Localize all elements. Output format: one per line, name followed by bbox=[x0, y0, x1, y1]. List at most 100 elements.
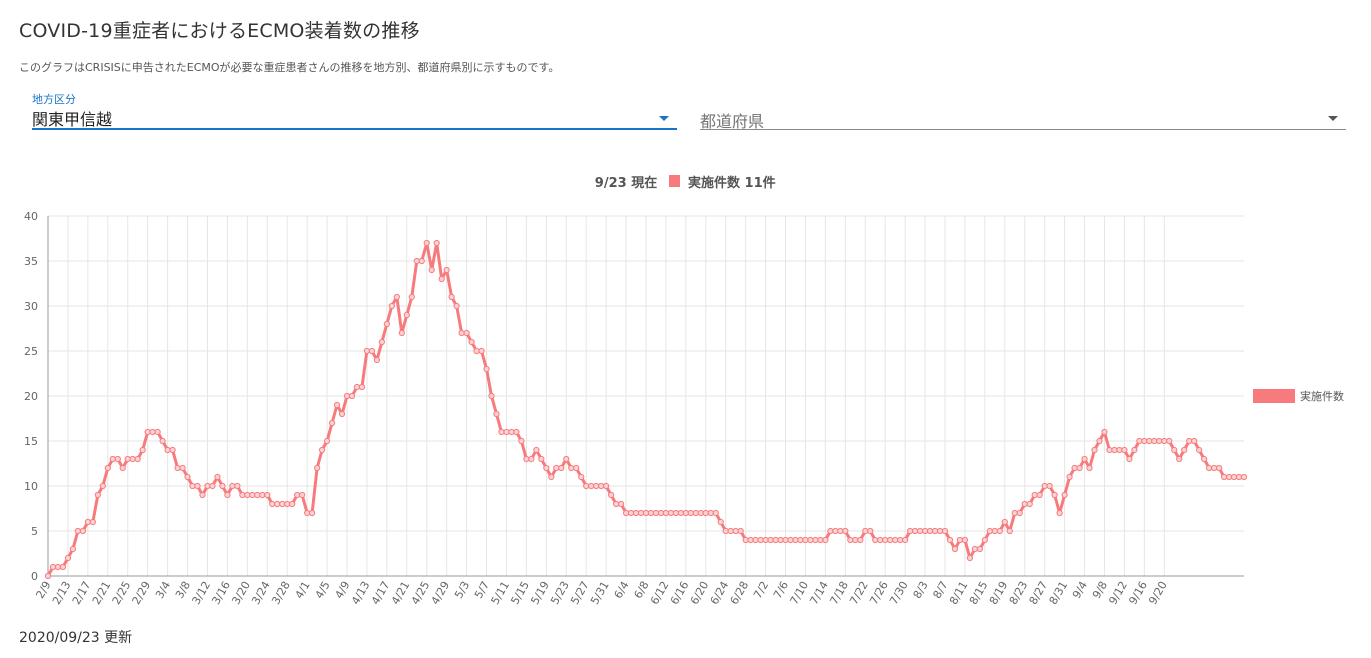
data-point bbox=[493, 410, 500, 418]
data-point bbox=[707, 509, 714, 517]
legend-swatch[interactable] bbox=[1253, 389, 1295, 403]
data-point bbox=[264, 491, 271, 499]
x-axis-ticks: 2/92/132/172/212/252/29 3/4 3/83/123/163/2… bbox=[33, 579, 1169, 607]
data-point bbox=[279, 500, 286, 508]
data-point bbox=[309, 509, 316, 517]
data-point bbox=[892, 536, 899, 544]
x-tick-label: 3/28 bbox=[269, 579, 293, 607]
data-point bbox=[722, 527, 729, 535]
x-tick-label: 8/31 bbox=[1047, 579, 1071, 607]
data-point bbox=[224, 491, 231, 499]
data-point bbox=[588, 482, 595, 490]
data-point bbox=[742, 536, 749, 544]
data-point bbox=[936, 527, 944, 535]
data-point bbox=[543, 464, 550, 472]
data-point bbox=[757, 536, 764, 544]
chevron-down-icon[interactable] bbox=[1328, 116, 1338, 121]
data-point bbox=[632, 509, 640, 517]
y-axis-ticks: 0 5 10 15 20 25 30 35 40 bbox=[24, 210, 38, 583]
data-point bbox=[129, 455, 136, 463]
x-tick-label: 6/20 bbox=[688, 579, 712, 607]
x-tick-label: 9/4 bbox=[1070, 579, 1090, 601]
data-point bbox=[1156, 437, 1163, 445]
x-tick-label: 5/11 bbox=[488, 579, 512, 607]
data-point bbox=[1215, 464, 1223, 472]
data-point bbox=[672, 509, 680, 517]
data-point bbox=[69, 545, 77, 553]
data-point bbox=[54, 563, 62, 571]
data-point bbox=[902, 536, 909, 544]
data-point bbox=[214, 473, 221, 481]
data-point bbox=[662, 509, 670, 517]
data-point bbox=[941, 527, 949, 535]
updated-timestamp: 2020/09/23 更新 bbox=[19, 630, 133, 646]
data-point bbox=[328, 419, 336, 427]
data-point bbox=[254, 491, 261, 499]
data-point bbox=[119, 464, 126, 472]
prefecture-select[interactable]: 都道府県 bbox=[700, 88, 1346, 131]
y-tick-label: 20 bbox=[24, 390, 38, 403]
data-point bbox=[613, 500, 620, 508]
y-tick-label: 30 bbox=[24, 300, 38, 313]
x-tick-label: 3/16 bbox=[209, 579, 233, 607]
data-point bbox=[1230, 473, 1238, 481]
data-point bbox=[986, 527, 993, 535]
chevron-down-icon[interactable] bbox=[659, 116, 669, 121]
legend-label[interactable]: 実施件数 bbox=[1300, 389, 1344, 403]
data-point bbox=[74, 527, 82, 535]
data-point bbox=[583, 482, 590, 490]
data-point bbox=[1046, 482, 1053, 490]
data-point bbox=[318, 446, 326, 454]
data-point bbox=[84, 518, 91, 526]
data-point bbox=[104, 464, 111, 472]
data-point bbox=[343, 392, 351, 400]
data-point bbox=[64, 554, 72, 562]
data-point bbox=[363, 347, 371, 355]
page-description: このグラフはCRISISに申告されたECMOが必要な重症患者さんの推移を地方別、… bbox=[19, 61, 560, 74]
chart-title: 9/23 現在 bbox=[595, 175, 657, 191]
data-point bbox=[1235, 473, 1243, 481]
data-point bbox=[777, 536, 784, 544]
data-point bbox=[1016, 509, 1023, 517]
data-point bbox=[1091, 446, 1098, 454]
data-point bbox=[956, 536, 964, 544]
chart-header-swatch bbox=[669, 175, 680, 187]
data-point bbox=[498, 428, 505, 436]
data-point bbox=[627, 509, 635, 517]
data-point bbox=[887, 536, 894, 544]
data-point bbox=[1211, 464, 1218, 472]
data-point bbox=[727, 527, 734, 535]
data-point bbox=[702, 509, 709, 517]
data-point bbox=[473, 347, 480, 355]
data-point bbox=[94, 491, 101, 499]
data-point bbox=[533, 446, 540, 454]
x-tick-label: 8/27 bbox=[1027, 579, 1051, 607]
data-point bbox=[244, 491, 251, 499]
data-point bbox=[1191, 437, 1198, 445]
data-point bbox=[219, 482, 226, 490]
data-point bbox=[961, 536, 969, 544]
data-point bbox=[59, 563, 67, 571]
data-point bbox=[1146, 437, 1153, 445]
data-point bbox=[154, 428, 161, 436]
data-point bbox=[269, 500, 276, 508]
region-select[interactable]: 地方区分 関東甲信越 bbox=[32, 88, 677, 130]
x-tick-label: 6/28 bbox=[728, 579, 752, 607]
x-tick-label: 2/25 bbox=[110, 579, 134, 607]
data-point bbox=[946, 536, 954, 544]
data-point bbox=[114, 455, 121, 463]
data-point bbox=[368, 347, 376, 355]
x-tick-label: 4/1 bbox=[293, 579, 313, 601]
data-point bbox=[1116, 446, 1123, 454]
data-point bbox=[548, 473, 555, 481]
y-tick-label: 0 bbox=[31, 570, 38, 583]
prefecture-select-underline bbox=[700, 129, 1346, 130]
x-tick-label: 5/31 bbox=[588, 579, 612, 607]
data-point bbox=[837, 527, 844, 535]
data-point bbox=[383, 320, 390, 328]
chart-grid bbox=[47, 215, 1244, 577]
data-point bbox=[44, 572, 52, 580]
data-point bbox=[528, 455, 535, 463]
data-point bbox=[1081, 455, 1088, 463]
chart-series bbox=[44, 239, 1248, 580]
